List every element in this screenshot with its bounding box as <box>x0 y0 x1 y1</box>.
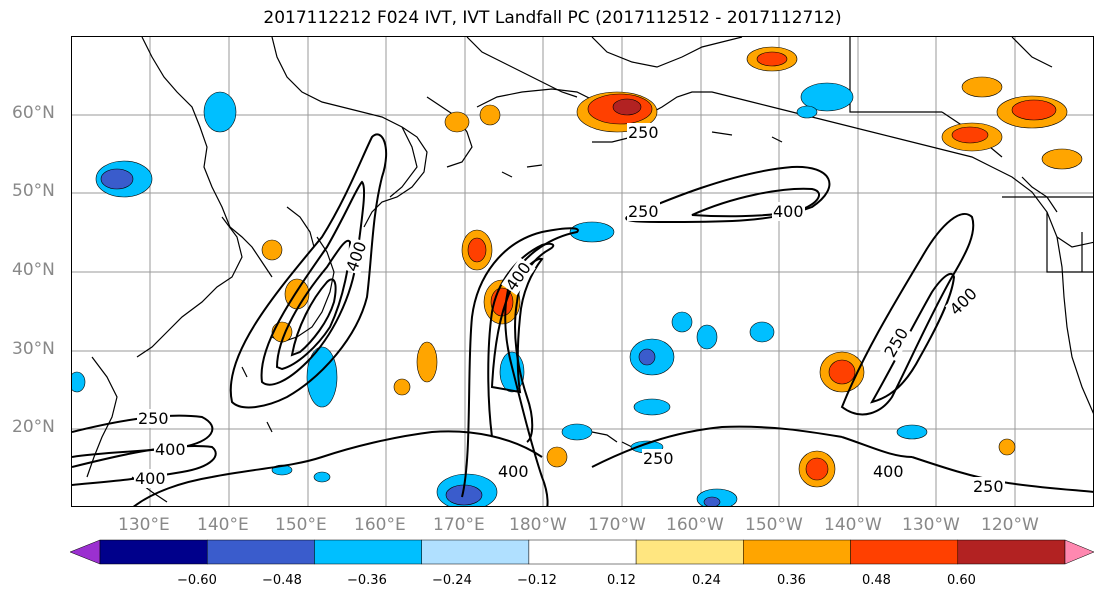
colorbar-tick: 0.36 <box>777 573 806 588</box>
lon-label-120w: 120°W <box>981 515 1039 535</box>
colorbar-tick: −0.36 <box>347 573 387 588</box>
colorbar-cell <box>421 539 530 565</box>
lat-label-40n: 40°N <box>12 260 55 280</box>
colorbar-tick: 0.60 <box>947 573 976 588</box>
contour-label: 400 <box>134 469 167 488</box>
lat-label-60n: 60°N <box>12 103 55 123</box>
lat-label-30n: 30°N <box>12 339 55 359</box>
colorbar-cell <box>850 539 959 565</box>
colorbar-cell <box>99 539 208 565</box>
lat-label-20n: 20°N <box>12 417 55 437</box>
colorbar-cell <box>635 539 744 565</box>
contour-label: 250 <box>642 449 675 468</box>
colorbar-extend-low <box>70 539 101 565</box>
lon-label-130e: 130°E <box>118 515 170 535</box>
lon-label-150w: 150°W <box>745 515 803 535</box>
lon-label-130w: 130°W <box>902 515 960 535</box>
colorbar-cell <box>743 539 851 565</box>
contour-label: 250 <box>137 409 170 428</box>
map-canvas <box>72 37 1093 506</box>
contour-label: 400 <box>154 440 187 459</box>
lon-label-140e: 140°E <box>197 515 249 535</box>
colorbar-tick: −0.24 <box>432 573 472 588</box>
ivt-contours <box>72 133 1093 506</box>
lon-label-140w: 140°W <box>824 515 882 535</box>
colorbar-tick: 0.12 <box>607 573 636 588</box>
map-panel: 250 400 400 250 250 400 400 400 250 400 … <box>71 36 1094 507</box>
colorbar-cell <box>314 539 422 565</box>
lon-label-150e: 150°E <box>275 515 327 535</box>
lon-label-160w: 160°W <box>666 515 724 535</box>
lon-label-160e: 160°E <box>354 515 406 535</box>
contour-label: 250 <box>627 123 660 142</box>
contour-label: 400 <box>872 462 905 481</box>
contour-label: 400 <box>772 202 805 221</box>
colorbar-extend-high <box>1064 539 1095 565</box>
colorbar <box>70 539 1095 565</box>
contour-label: 250 <box>972 477 1005 496</box>
colorbar-tick: −0.48 <box>262 573 302 588</box>
lon-label-170e: 170°E <box>433 515 485 535</box>
colorbar-tick: 0.24 <box>692 573 721 588</box>
contour-label: 400 <box>497 462 530 481</box>
colorbar-tick: −0.12 <box>517 573 557 588</box>
lat-label-50n: 50°N <box>12 181 55 201</box>
lon-label-180w: 180°W <box>509 515 567 535</box>
lon-label-170w: 170°W <box>588 515 646 535</box>
map-title: 2017112212 F024 IVT, IVT Landfall PC (20… <box>263 8 842 28</box>
colorbar-tick: −0.60 <box>177 573 217 588</box>
colorbar-cell <box>528 539 637 565</box>
colorbar-cell <box>206 539 315 565</box>
shaded-field <box>72 46 1083 506</box>
contour-label: 250 <box>627 202 660 221</box>
colorbar-tick: 0.48 <box>862 573 891 588</box>
colorbar-cell <box>957 539 1066 565</box>
